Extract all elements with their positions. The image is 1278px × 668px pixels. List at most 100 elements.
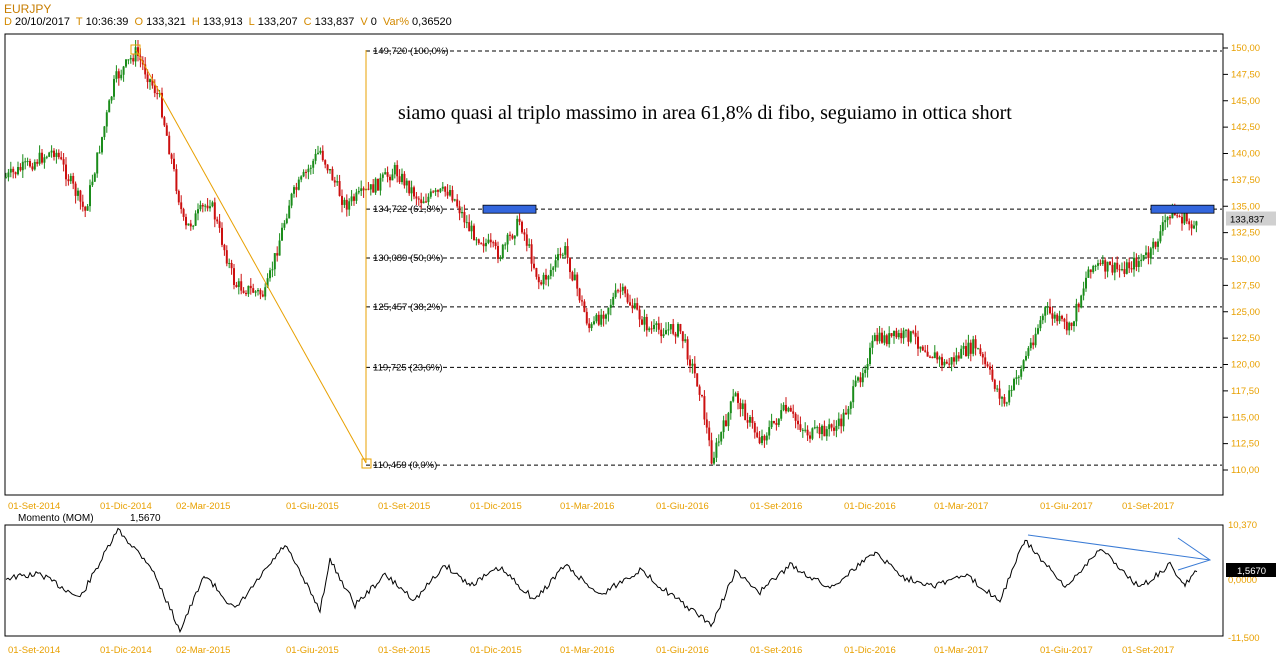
candle-body — [329, 168, 331, 171]
candle-body — [789, 407, 792, 412]
candle-body — [813, 427, 816, 429]
candle-body — [722, 420, 725, 433]
candle-body — [321, 150, 324, 161]
candle-body — [187, 223, 190, 226]
candle-body — [372, 184, 375, 193]
candle-body — [259, 289, 262, 295]
candle-body — [765, 435, 768, 441]
candle-body — [1104, 260, 1107, 272]
candle-body — [504, 244, 507, 246]
resistance-highlights[interactable] — [482, 204, 1215, 214]
candle-body — [357, 190, 360, 193]
resistance-box[interactable] — [1150, 204, 1215, 214]
candle-body — [509, 234, 511, 236]
fibonacci-drawing[interactable] — [130, 44, 372, 469]
candle-body — [549, 269, 552, 276]
candle-body — [1061, 315, 1063, 319]
candle-body — [420, 199, 423, 204]
fib-handle-bottom[interactable] — [361, 458, 372, 469]
candle-body — [41, 152, 43, 163]
candle-body — [415, 196, 418, 199]
fib-handle-top[interactable] — [130, 44, 141, 55]
candle-body — [480, 243, 483, 245]
candle-body — [1099, 263, 1102, 265]
candle-body — [144, 64, 147, 75]
candle-body — [643, 316, 646, 325]
candle-body — [439, 188, 442, 192]
candle-body — [189, 223, 192, 227]
candle-body — [362, 188, 365, 191]
candle-body — [989, 366, 991, 370]
time-axis-label: 01-Mar-2016 — [560, 501, 614, 512]
candle-body — [161, 92, 163, 118]
momentum-badge-box — [1226, 563, 1276, 577]
fibonacci-levels: 149,720 (100,0%) 134,722 (61,8%) 130,089 (… — [366, 46, 1222, 471]
candle-body — [840, 418, 843, 427]
candle-body — [1130, 268, 1133, 270]
candle-body — [830, 424, 833, 428]
candle-body — [79, 190, 82, 202]
candle-body — [679, 323, 682, 332]
candle-body — [113, 78, 115, 97]
candle-body — [132, 58, 135, 62]
candle-body — [1097, 263, 1099, 266]
candle-body — [744, 403, 747, 421]
candle-body — [864, 369, 867, 374]
candle-body — [746, 420, 749, 423]
candle-body — [1193, 225, 1195, 229]
candle-body — [852, 386, 855, 403]
candle-body — [1113, 262, 1116, 273]
candle-body — [974, 339, 977, 349]
candle-body — [1145, 252, 1147, 255]
candle-body — [912, 331, 915, 333]
candle-body — [305, 171, 307, 173]
price-tick-label: 150,00 — [1231, 43, 1260, 54]
candle-body — [93, 173, 96, 182]
candle-body — [890, 333, 893, 337]
price-tick-label: 132,50 — [1231, 228, 1260, 239]
candle-body — [228, 262, 231, 264]
candle-body — [285, 218, 288, 224]
candle-body — [715, 442, 718, 458]
candle-body — [57, 152, 60, 158]
momentum-line — [5, 527, 1198, 634]
time-axis-label: 01-Set-2016 — [750, 501, 802, 512]
candle-body — [595, 314, 598, 322]
candle-body — [180, 202, 183, 210]
candle-body — [619, 290, 622, 292]
candle-body — [432, 191, 435, 193]
candle-body — [81, 201, 84, 207]
candle-body — [629, 302, 631, 306]
momentum-time-axis-label: 01-Set-2017 — [1122, 645, 1174, 656]
var-key: Var% — [382, 16, 410, 28]
candle-body — [1068, 322, 1071, 331]
resistance-box[interactable] — [482, 204, 537, 214]
candle-body — [818, 427, 821, 435]
candle-body — [300, 176, 303, 180]
candle-body — [353, 196, 355, 201]
candle-body — [979, 348, 982, 355]
candle-body — [470, 225, 473, 232]
candle-body — [936, 352, 939, 360]
candle-body — [1027, 348, 1030, 356]
candle-body — [19, 167, 22, 171]
candle-body — [905, 329, 907, 331]
candle-body — [799, 424, 802, 431]
candle-body — [1025, 355, 1027, 361]
candle-body — [696, 373, 699, 387]
candle-body — [225, 250, 228, 264]
candle-body — [425, 201, 427, 203]
candle-body — [545, 274, 547, 280]
candle-body — [276, 253, 279, 256]
candle-body — [650, 328, 653, 330]
candle-body — [921, 346, 924, 351]
date-value: 20/10/2017 — [14, 16, 71, 28]
candle-body — [1037, 328, 1039, 334]
time-axis-label: 02-Mar-2015 — [176, 501, 230, 512]
candle-body — [859, 377, 862, 383]
candle-body — [1109, 261, 1111, 265]
candle-body — [530, 244, 533, 264]
momentum-trendline[interactable] — [1027, 534, 1212, 571]
fib-level-label: 110,459 (0,0%) — [373, 460, 437, 471]
